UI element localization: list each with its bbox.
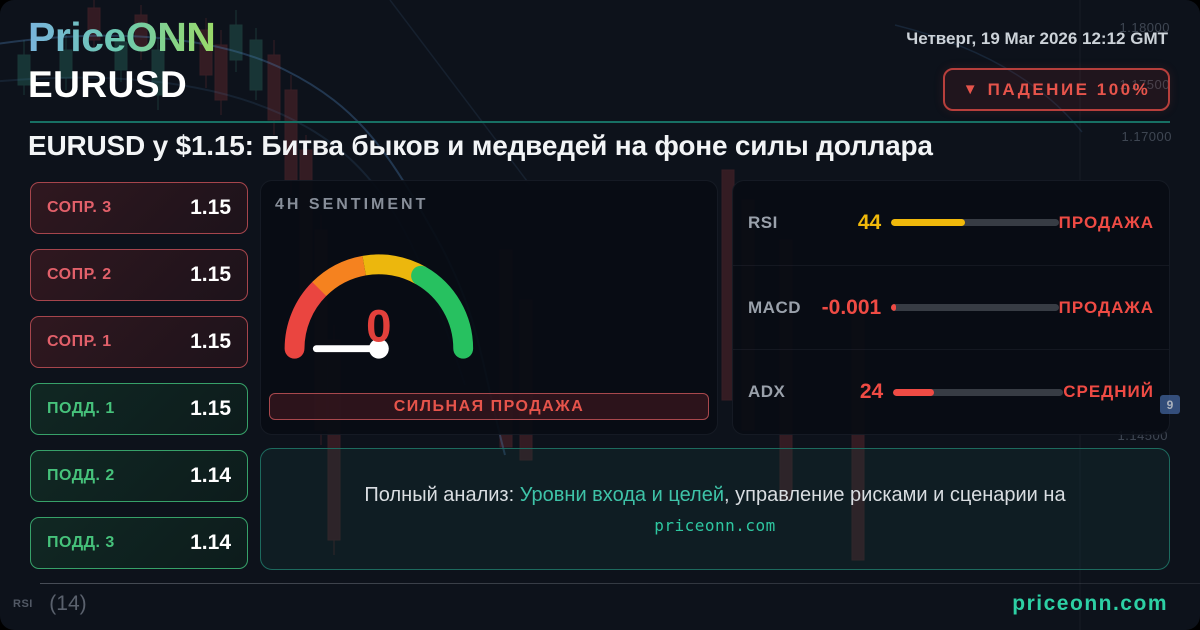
indicator-bar-fill [891, 304, 897, 311]
gauge-title: 4H SENTIMENT [275, 196, 429, 213]
indicator-bar-track [891, 304, 1059, 311]
indicator-bar-track [891, 219, 1059, 227]
resistance-level-3: СОПР. 3 1.15 [30, 182, 248, 234]
indicator-signal: ПРОДАЖА [1058, 297, 1154, 317]
level-label: СОПР. 3 [47, 199, 112, 216]
indicator-row-adx: ADX 24 СРЕДНИЙ [733, 350, 1169, 434]
indicators-panel: RSI 44 ПРОДАЖА MACD -0.001 ПРОДАЖА ADX 2… [732, 180, 1170, 435]
symbol-title: EURUSD [28, 64, 188, 105]
level-label: СОПР. 1 [47, 333, 112, 350]
indicator-value: 44 [857, 210, 882, 234]
indicator-value: 24 [859, 380, 884, 404]
cta-banner: Полный анализ: Уровни входа и целей, упр… [260, 448, 1170, 570]
level-label: ПОДД. 1 [47, 400, 115, 417]
down-triangle-icon: ▼ [962, 81, 978, 98]
level-value: 1.14 [190, 531, 231, 554]
indicator-bar-fill [893, 388, 935, 396]
gauge-arc-sell [312, 255, 367, 297]
cta-highlight: Уровни входа и целей [519, 483, 724, 506]
indicator-name: ADX [748, 382, 786, 402]
footer-divider [40, 583, 1200, 584]
level-label: СОПР. 2 [47, 266, 112, 283]
gauge-pivot [368, 338, 389, 359]
cta-prefix: Полный анализ: [364, 483, 520, 506]
headline: EURUSD у $1.15: Битва быков и медведей н… [28, 130, 933, 161]
level-value: 1.15 [190, 196, 231, 219]
bg-rsi-indicator-label: RSI (14) [13, 592, 87, 615]
level-label: ПОДД. 3 [47, 534, 115, 551]
bg-price-label: 1.17000 [1121, 129, 1172, 144]
brand-logo: PriceONN [28, 14, 216, 60]
gauge-arc-buy [411, 265, 474, 359]
gauge-dial: 0 [284, 254, 474, 359]
indicator-signal: СРЕДНИЙ [1063, 382, 1154, 402]
direction-badge: ▼ ПАДЕНИЕ 100% [943, 68, 1170, 111]
gauge-signal-badge: СИЛЬНАЯ ПРОДАЖА [269, 393, 709, 420]
indicator-value: -0.001 [821, 295, 882, 319]
level-value: 1.15 [190, 263, 231, 286]
cta-site-link[interactable]: priceonn.com [654, 515, 776, 535]
direction-badge-label: ПАДЕНИЕ 100% [987, 79, 1151, 99]
level-value: 1.15 [190, 330, 231, 353]
indicator-bar-fill [891, 219, 965, 227]
datetime-label: Четверг, 19 Mar 2026 12:12 GMT [906, 29, 1168, 48]
gauge-arc-strong-sell [284, 279, 330, 359]
support-level-2: ПОДД. 2 1.14 [30, 450, 248, 502]
cta-text: Полный анализ: Уровни входа и целей, упр… [364, 484, 1065, 507]
header-divider [30, 121, 1170, 123]
indicator-name: MACD [748, 297, 801, 317]
bg-axis-badge: 9 [1160, 395, 1180, 414]
bg-price-label: 1.18000 [1119, 20, 1170, 35]
bg-price-label: 1.17500 [1119, 77, 1170, 92]
level-value: 1.15 [190, 397, 231, 420]
resistance-level-1: СОПР. 1 1.15 [30, 316, 248, 368]
level-label: ПОДД. 2 [47, 467, 115, 484]
indicator-row-rsi: RSI 44 ПРОДАЖА [733, 181, 1169, 266]
resistance-level-2: СОПР. 2 1.15 [30, 249, 248, 301]
level-value: 1.14 [190, 464, 231, 487]
gauge-value: 0 [366, 301, 391, 352]
support-level-1: ПОДД. 1 1.15 [30, 383, 248, 435]
sentiment-gauge-panel: 4H SENTIMENT 0 СИЛЬНАЯ ПРОДАЖА [260, 180, 718, 435]
indicator-name: RSI [748, 212, 778, 232]
indicator-row-macd: MACD -0.001 ПРОДАЖА [733, 266, 1169, 351]
indicator-signal: ПРОДАЖА [1058, 212, 1154, 232]
footer-site-link[interactable]: priceonn.com [1012, 592, 1168, 615]
support-level-3: ПОДД. 3 1.14 [30, 517, 248, 569]
indicator-bar-track [893, 388, 1064, 396]
cta-suffix: , управление рисками и сценарии на [724, 483, 1066, 506]
